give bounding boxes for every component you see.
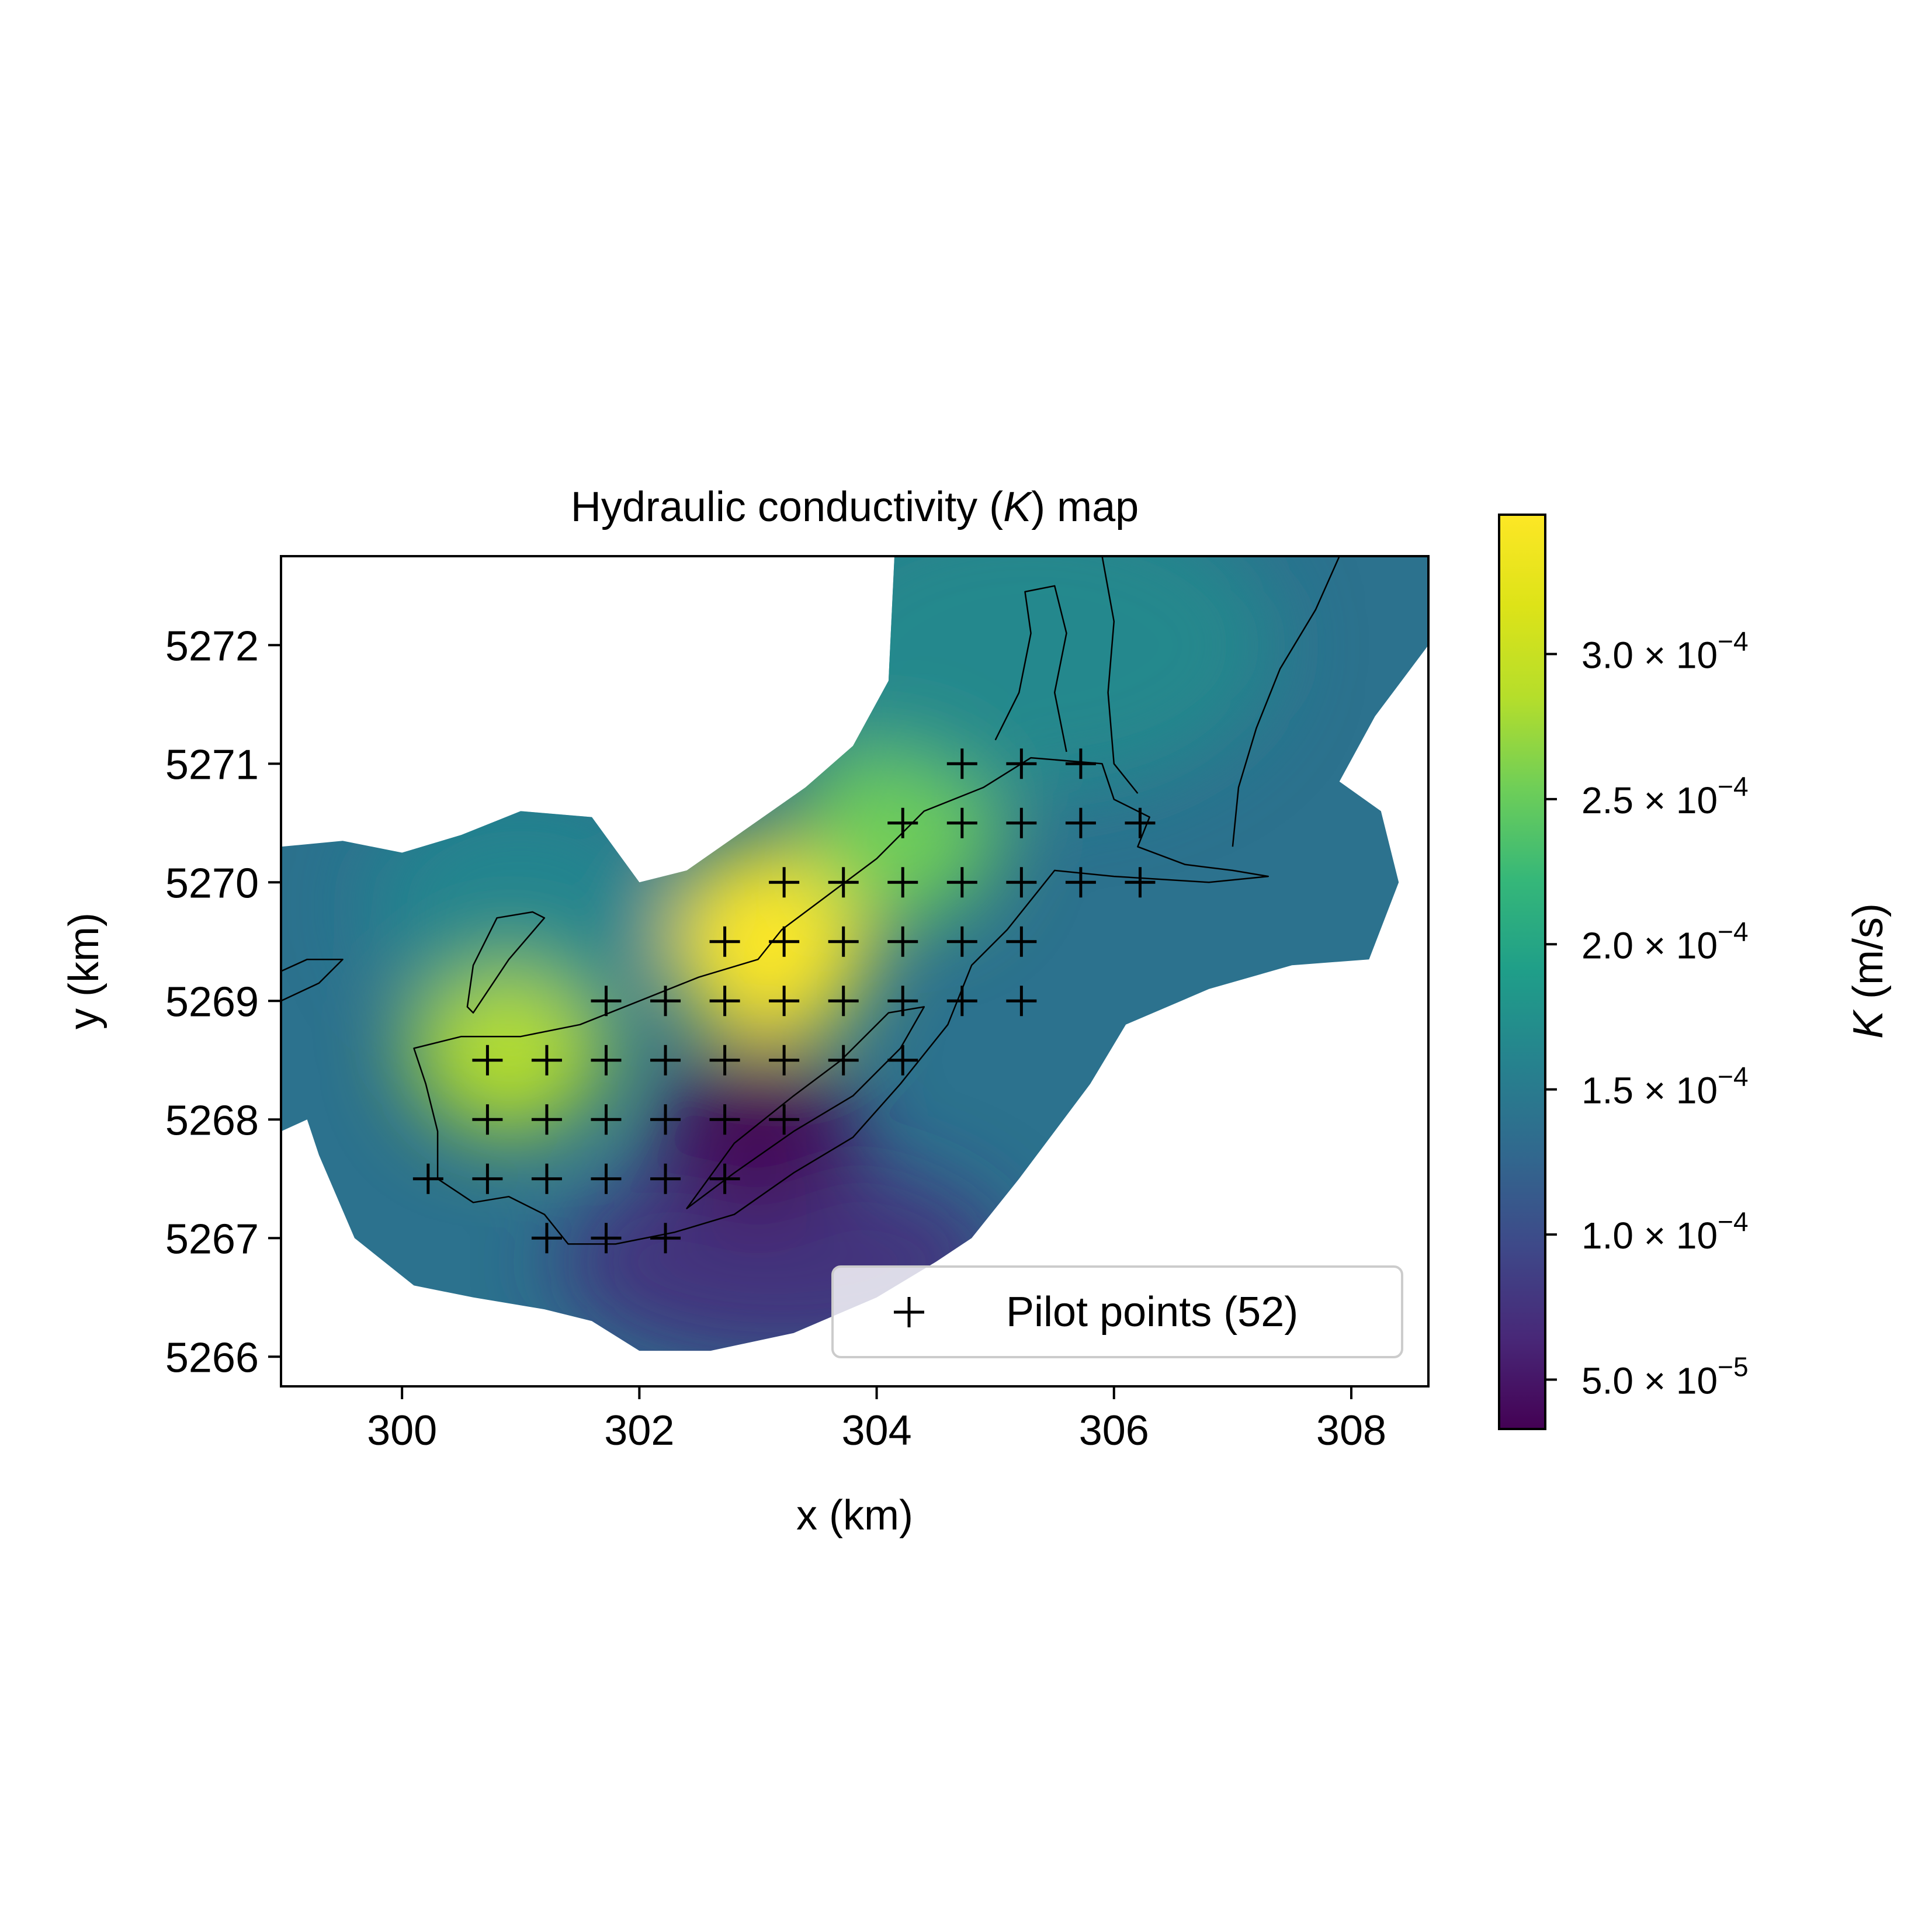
pilot-point-45	[946, 807, 977, 838]
pilot-point-23	[591, 986, 622, 1017]
pilot-point-35	[946, 926, 977, 957]
colorbar-ticks: 5.0 × 10−5 1.0 × 10−4 1.5 × 10−4 2.0 × 10−4…	[1545, 626, 1749, 1402]
y-tick-label-1: 5267	[165, 1216, 259, 1262]
cbar-tick-label-2: 1.5 × 10−4	[1581, 1062, 1749, 1112]
pilot-point-22	[650, 1223, 681, 1254]
x-tick-label-3: 306	[1079, 1407, 1149, 1454]
boundary-outlines	[281, 556, 1340, 1245]
legend-box	[831, 1265, 1403, 1358]
y-tick-label-6: 5272	[165, 623, 259, 670]
pilot-point-19	[709, 1163, 740, 1194]
plot-area	[281, 556, 1428, 1351]
pilot-point-0	[412, 1163, 443, 1194]
pilot-point-48	[1125, 807, 1156, 838]
y-axis-label: y (km)	[61, 913, 107, 1029]
pilot-point-21	[591, 1223, 622, 1254]
pilot-point-26	[769, 986, 800, 1017]
pilot-point-14	[769, 1104, 800, 1135]
pilot-point-10	[531, 1104, 562, 1135]
cbar-tick-label-1: 1.0 × 10−4	[1581, 1206, 1749, 1257]
pilot-point-20	[531, 1223, 562, 1254]
field-shade-north	[785, 556, 1277, 797]
pilot-point-41	[1006, 867, 1037, 898]
pilot-points	[412, 748, 1156, 1254]
y-tick-label-5: 5271	[165, 741, 259, 788]
pilot-point-47	[1065, 807, 1096, 838]
outline-0	[413, 757, 1269, 1245]
legend-marker	[894, 1297, 924, 1327]
pilot-point-11	[591, 1104, 622, 1135]
pilot-point-31	[709, 926, 740, 957]
pilot-point-34	[887, 926, 918, 957]
x-axis-label: x (km)	[796, 1492, 913, 1539]
x-tick-label-2: 304	[842, 1407, 912, 1454]
y-tick-label-4: 5270	[165, 860, 259, 907]
y-axis: 5266 5267 5268 5269 5270 5271 5272	[165, 623, 281, 1381]
pilot-point-6	[769, 1045, 800, 1076]
pilot-point-24	[650, 986, 681, 1017]
pilot-point-7	[828, 1045, 859, 1076]
x-tick-label-0: 300	[367, 1407, 437, 1454]
pilot-point-32	[769, 926, 800, 957]
cbar-tick-label-0: 5.0 × 10−5	[1581, 1352, 1749, 1402]
pilot-point-29	[946, 986, 977, 1017]
y-tick-label-3: 5269	[165, 979, 259, 1025]
pilot-point-38	[828, 867, 859, 898]
pilot-point-16	[531, 1163, 562, 1194]
pilot-point-9	[472, 1104, 503, 1135]
colorbar-label: K (m/s)	[1845, 903, 1892, 1039]
pilot-point-42	[1065, 867, 1096, 898]
pilot-point-28	[887, 986, 918, 1017]
pilot-point-27	[828, 986, 859, 1017]
plot-frame	[280, 555, 1430, 1388]
x-axis: 300 302 304 306 308	[367, 1386, 1386, 1454]
cbar-tick-label-4: 2.5 × 10−4	[1581, 771, 1749, 821]
pilot-point-15	[472, 1163, 503, 1194]
pilot-point-13	[709, 1104, 740, 1135]
legend-label: Pilot points (52)	[1006, 1289, 1298, 1336]
pilot-point-39	[887, 867, 918, 898]
pilot-point-40	[946, 867, 977, 898]
pilot-point-1	[472, 1045, 503, 1076]
pilot-point-37	[769, 867, 800, 898]
pilot-point-51	[1065, 748, 1096, 779]
pilot-point-30	[1006, 986, 1037, 1017]
pilot-point-17	[591, 1163, 622, 1194]
cbar-tick-label-5: 3.0 × 10−4	[1581, 626, 1749, 676]
pilot-point-18	[650, 1163, 681, 1194]
pilot-point-50	[1006, 748, 1037, 779]
pilot-point-49	[946, 748, 977, 779]
legend: Pilot points (52)	[831, 1265, 1403, 1358]
pilot-point-44	[887, 807, 918, 838]
pilot-point-4	[650, 1045, 681, 1076]
pilot-point-25	[709, 986, 740, 1017]
pilot-point-12	[650, 1104, 681, 1135]
outline-2	[281, 958, 344, 1002]
y-tick-label-0: 5266	[165, 1334, 259, 1381]
outline-4	[994, 585, 1067, 752]
chart-title: Hydraulic conductivity (K) map	[571, 484, 1139, 530]
pilot-point-46	[1006, 807, 1037, 838]
pilot-point-43	[1125, 867, 1156, 898]
pilot-point-3	[591, 1045, 622, 1076]
pilot-point-2	[531, 1045, 562, 1076]
outline-5	[1101, 556, 1139, 794]
pilot-point-36	[1006, 926, 1037, 957]
cbar-tick-label-3: 2.0 × 10−4	[1581, 916, 1749, 966]
pilot-point-33	[828, 926, 859, 957]
x-tick-label-1: 302	[604, 1407, 674, 1454]
outline-6	[1232, 556, 1340, 847]
k-field	[281, 556, 1428, 1351]
outline-1	[466, 911, 546, 1014]
field-shade-west	[369, 789, 673, 1023]
colorbar-gradient	[1498, 514, 1546, 1430]
colorbar: 5.0 × 10−5 1.0 × 10−4 1.5 × 10−4 2.0 × 10−4…	[1498, 514, 1892, 1430]
pilot-point-5	[709, 1045, 740, 1076]
y-tick-label-2: 5268	[165, 1097, 259, 1144]
x-tick-label-4: 308	[1316, 1407, 1386, 1454]
outline-3	[686, 1006, 925, 1209]
pilot-point-8	[887, 1045, 918, 1076]
